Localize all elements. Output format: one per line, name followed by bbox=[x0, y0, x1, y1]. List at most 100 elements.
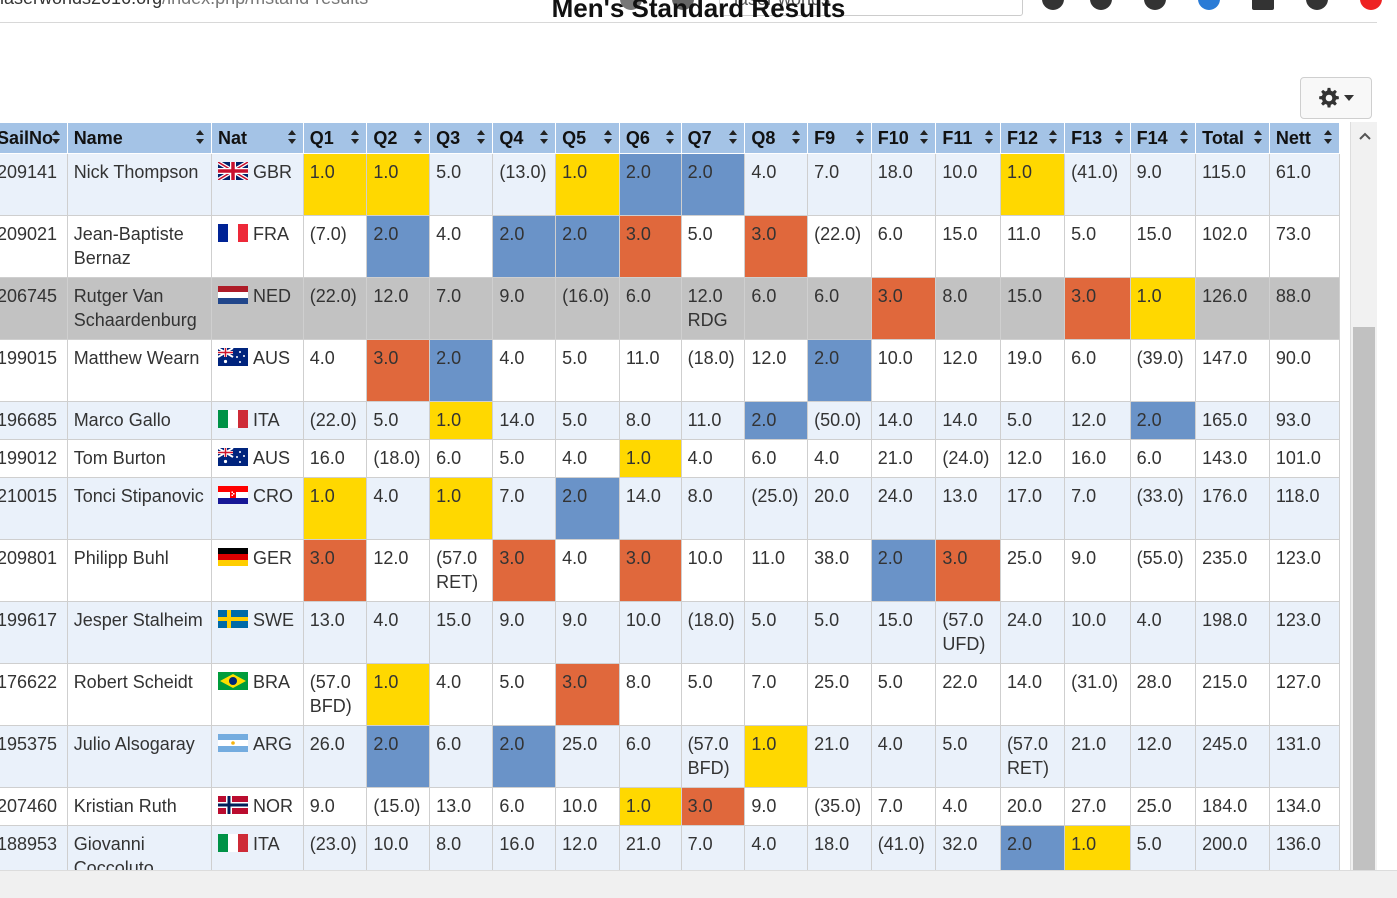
column-header-q3[interactable]: Q3 bbox=[429, 122, 494, 154]
race-score-cell: 4.0 bbox=[870, 725, 937, 788]
race-score-cell: 6.0 bbox=[1129, 439, 1197, 478]
race-score: 10.0 bbox=[687, 548, 723, 568]
sort-icon bbox=[51, 130, 60, 144]
race-score-cell: 3.0 bbox=[680, 787, 746, 826]
page-action-icon[interactable] bbox=[620, 0, 642, 10]
race-score: (35.0) bbox=[814, 796, 862, 816]
chat-icon[interactable] bbox=[1306, 0, 1328, 10]
sort-icon bbox=[287, 130, 296, 144]
column-header-f9[interactable]: F9 bbox=[807, 122, 872, 154]
search-box[interactable]: laser worlds bbox=[719, 0, 1023, 16]
column-header-label: SailNo bbox=[0, 127, 54, 148]
nation-code: CRO bbox=[252, 486, 293, 506]
column-header-nett[interactable]: Nett bbox=[1268, 122, 1341, 154]
column-header-q5[interactable]: Q5 bbox=[555, 122, 620, 154]
race-score: 16.0 bbox=[309, 448, 345, 468]
column-header-f14[interactable]: F14 bbox=[1129, 122, 1197, 154]
table-row: 195375 Julio Alsogaray ARG 26.0 2.0 6.0 2.0 25.… bbox=[0, 725, 1341, 788]
race-score: 14.0 bbox=[625, 486, 661, 506]
race-score-cell: 24.0 bbox=[870, 477, 937, 540]
column-header-sailno[interactable]: SailNo bbox=[0, 122, 68, 154]
sail-number-cell: 199015 bbox=[0, 339, 68, 402]
race-score: (50.0) bbox=[814, 410, 862, 430]
race-score-cell: 7.0 bbox=[807, 153, 872, 216]
race-score: 7.0 bbox=[499, 486, 525, 506]
nation-code: ITA bbox=[252, 410, 280, 430]
column-header-label: Total bbox=[1202, 127, 1244, 148]
column-header-f11[interactable]: F11 bbox=[935, 122, 1001, 154]
pocket-icon[interactable] bbox=[1198, 0, 1220, 10]
race-score-cell: 1.0 bbox=[366, 153, 431, 216]
race-score: 15.0 bbox=[1006, 286, 1042, 306]
nett-cell: 123.0 bbox=[1268, 601, 1341, 664]
extensions-icon[interactable] bbox=[1252, 0, 1274, 10]
column-header-label: Nett bbox=[1275, 127, 1311, 148]
scroll-up-button[interactable] bbox=[1351, 122, 1378, 150]
race-score: (23.0) bbox=[309, 834, 357, 854]
column-header-q7[interactable]: Q7 bbox=[680, 122, 746, 154]
column-header-q2[interactable]: Q2 bbox=[366, 122, 431, 154]
column-header-q1[interactable]: Q1 bbox=[302, 122, 368, 154]
race-score-cell: 8.0 bbox=[618, 663, 682, 726]
race-score: 21.0 bbox=[814, 734, 850, 754]
table-settings-button[interactable] bbox=[1300, 77, 1372, 119]
flag-icon bbox=[217, 834, 253, 854]
race-score: 3.0 bbox=[625, 548, 651, 568]
flag-icon bbox=[217, 486, 253, 506]
nett-cell: 123.0 bbox=[1268, 539, 1341, 602]
sailor-name-cell: Marco Gallo bbox=[66, 401, 212, 440]
column-header-q6[interactable]: Q6 bbox=[618, 122, 682, 154]
column-header-label: Q8 bbox=[751, 127, 776, 148]
url-host: laserworlds2016.org bbox=[0, 0, 162, 8]
race-score: 25.0 bbox=[814, 672, 850, 692]
scrollbar-thumb[interactable] bbox=[1353, 327, 1375, 882]
column-header-q8[interactable]: Q8 bbox=[744, 122, 809, 154]
column-header-f13[interactable]: F13 bbox=[1064, 122, 1131, 154]
nation-code: GER bbox=[252, 548, 292, 568]
nation-cell: AUS bbox=[210, 439, 304, 478]
column-header-nat[interactable]: Nat bbox=[210, 122, 304, 154]
race-score: 1.0 bbox=[373, 672, 399, 692]
library-icon[interactable] bbox=[1090, 0, 1112, 10]
race-score-cell: 11.0 bbox=[744, 539, 809, 602]
race-score-cell: 1.0 bbox=[429, 401, 494, 440]
race-score-cell: 2.0 bbox=[555, 215, 620, 278]
reload-icon[interactable] bbox=[672, 0, 694, 10]
race-score-cell: 5.0 bbox=[429, 153, 494, 216]
flag-icon bbox=[217, 224, 253, 244]
column-header-q4[interactable]: Q4 bbox=[492, 122, 557, 154]
sync-icon[interactable] bbox=[1144, 0, 1166, 10]
column-header-name[interactable]: Name bbox=[66, 122, 212, 154]
sort-icon bbox=[920, 130, 929, 144]
column-header-total[interactable]: Total bbox=[1195, 122, 1270, 154]
address-bar[interactable]: laserworlds2016.org/index.php/mstand-res… bbox=[0, 0, 368, 9]
race-score-cell: 4.0 bbox=[492, 339, 557, 402]
column-header-f10[interactable]: F10 bbox=[870, 122, 937, 154]
race-score-cell: 3.0 bbox=[492, 539, 557, 602]
race-score: 4.0 bbox=[373, 610, 399, 630]
race-score-cell: (57.0 BFD) bbox=[680, 725, 746, 788]
vertical-scrollbar[interactable] bbox=[1350, 122, 1378, 882]
race-score: (57.0 BFD) bbox=[687, 734, 730, 778]
total-cell: 235.0 bbox=[1195, 539, 1270, 602]
race-score: 14.0 bbox=[942, 410, 978, 430]
race-score-cell: 3.0 bbox=[366, 339, 431, 402]
column-header-label: F9 bbox=[814, 127, 836, 148]
nation-code: GBR bbox=[252, 162, 292, 182]
column-header-f12[interactable]: F12 bbox=[999, 122, 1066, 154]
race-score-cell: 8.0 bbox=[680, 477, 746, 540]
race-score: 2.0 bbox=[625, 162, 651, 182]
race-score: 6.0 bbox=[1136, 448, 1162, 468]
race-score-cell: 6.0 bbox=[429, 439, 494, 478]
race-score: 9.0 bbox=[562, 610, 588, 630]
sort-icon bbox=[195, 130, 204, 144]
profile-icon[interactable] bbox=[1360, 0, 1382, 10]
race-score: 14.0 bbox=[1006, 672, 1042, 692]
race-score-cell: 7.0 bbox=[744, 663, 809, 726]
race-score: (57.0 UFD) bbox=[942, 610, 986, 654]
table-row: 196685 Marco Gallo ITA (22.0) 5.0 1.0 14.0 5.0 8… bbox=[0, 401, 1341, 440]
star-icon[interactable] bbox=[1042, 0, 1064, 10]
race-score-cell: 2.0 bbox=[870, 539, 937, 602]
race-score: 4.0 bbox=[1136, 610, 1162, 630]
race-score: (16.0) bbox=[562, 286, 610, 306]
